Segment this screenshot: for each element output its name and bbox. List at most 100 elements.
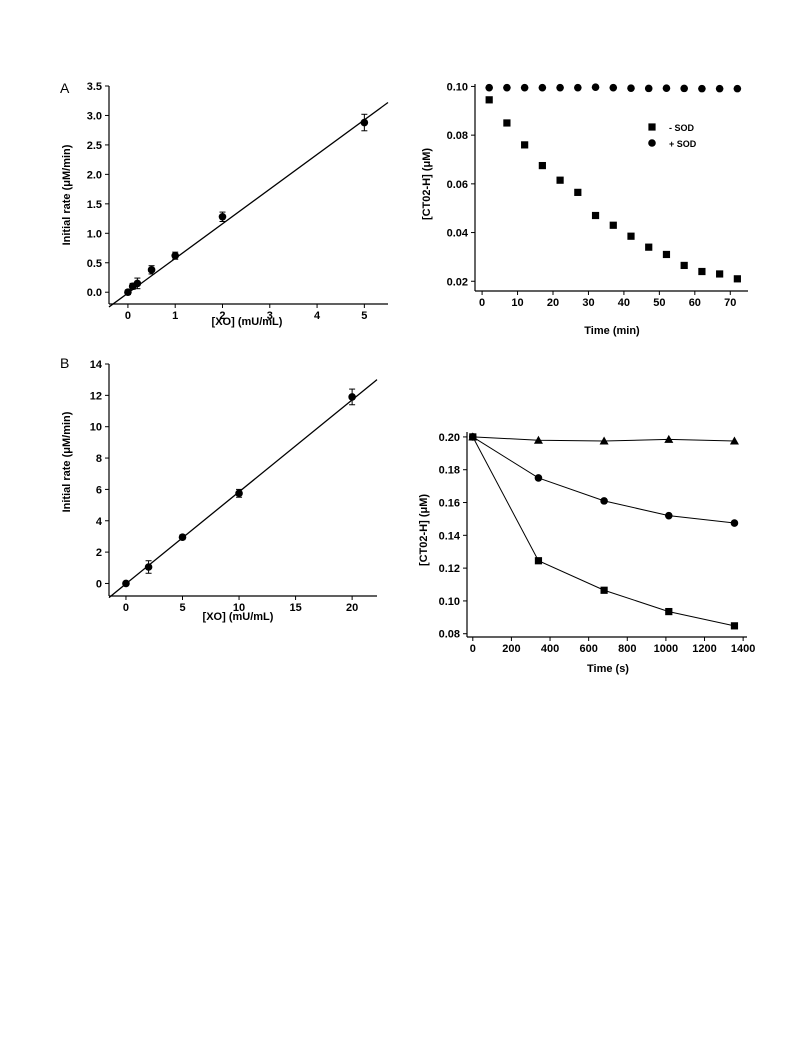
data-point bbox=[574, 83, 582, 92]
y-axis-label: Initial rate (μM/min) bbox=[61, 144, 73, 245]
fit-line bbox=[108, 379, 378, 599]
x-tick-label: 15 bbox=[289, 602, 301, 614]
y-tick-label: 0.14 bbox=[439, 530, 461, 542]
data-point bbox=[538, 83, 547, 92]
x-tick-label: 30 bbox=[582, 297, 594, 309]
data-point bbox=[664, 434, 674, 443]
y-tick-label: 0.5 bbox=[87, 258, 102, 270]
chart-b-left: [XO] (mU/mL) Initial rate (μM/min) 0 5 10 1… bbox=[61, 359, 378, 623]
y-tick-label: 6 bbox=[96, 484, 102, 496]
y-tick-label: 1.5 bbox=[87, 199, 102, 211]
data-point bbox=[521, 141, 529, 149]
data-point bbox=[556, 83, 564, 92]
x-tick-label: 600 bbox=[579, 643, 597, 655]
chart-b-right: Time (s) [CT02-H] (μM) 0 200 400 600 800 1000… bbox=[418, 432, 755, 675]
data-point bbox=[698, 267, 706, 276]
x-tick-label: 5 bbox=[361, 310, 367, 322]
x-tick-label: 0 bbox=[470, 643, 476, 655]
x-tick-label: 1400 bbox=[731, 643, 755, 655]
data-point bbox=[600, 586, 608, 594]
y-axis-label: [CT02-H] (μM) bbox=[421, 148, 433, 220]
data-point bbox=[599, 436, 609, 445]
y-tick-label: 0.20 bbox=[439, 432, 460, 444]
y-tick-label: 2.5 bbox=[87, 140, 102, 152]
panel-label-a: A bbox=[60, 80, 70, 96]
x-tick-label: 20 bbox=[547, 297, 559, 309]
data-point bbox=[503, 83, 511, 92]
x-tick-label: 4 bbox=[314, 310, 321, 322]
data-point bbox=[503, 119, 511, 127]
x-tick-label: 400 bbox=[541, 643, 559, 655]
data-point bbox=[534, 557, 543, 565]
data-point bbox=[716, 270, 724, 278]
data-point bbox=[609, 221, 617, 229]
y-tick-label: 0.10 bbox=[447, 81, 468, 93]
y-tick-label: 10 bbox=[90, 422, 102, 434]
data-point bbox=[609, 83, 618, 92]
y-tick-label: 0.08 bbox=[439, 629, 460, 641]
data-point bbox=[178, 533, 187, 542]
y-tick-label: 3.5 bbox=[87, 81, 102, 93]
data-point bbox=[144, 563, 153, 571]
y-tick-label: 14 bbox=[90, 359, 103, 371]
x-tick-label: 1000 bbox=[654, 643, 678, 655]
panel-label-b: B bbox=[60, 355, 69, 371]
x-tick-label: 200 bbox=[502, 643, 520, 655]
x-tick-label: 40 bbox=[618, 297, 630, 309]
y-tick-label: 1.0 bbox=[87, 228, 102, 240]
y-tick-label: 12 bbox=[90, 390, 102, 402]
x-tick-label: 1200 bbox=[692, 643, 716, 655]
data-point bbox=[600, 497, 608, 505]
data-point bbox=[644, 84, 653, 93]
data-point bbox=[729, 436, 739, 445]
y-tick-label: 0.12 bbox=[439, 563, 460, 575]
data-point bbox=[680, 84, 688, 93]
chart-a-left: [XO] (mU/mL) Initial rate (μM/min) 0 1 2 3 4… bbox=[61, 81, 389, 328]
x-tick-label: 10 bbox=[233, 602, 245, 614]
y-tick-label: 0.18 bbox=[439, 465, 460, 477]
data-point bbox=[715, 84, 724, 93]
y-tick-label: 0.02 bbox=[447, 276, 468, 288]
y-tick-label: 0.0 bbox=[87, 287, 102, 299]
data-point bbox=[556, 176, 564, 184]
y-tick-label: 0.16 bbox=[439, 498, 460, 510]
data-point bbox=[171, 251, 180, 260]
y-tick-label: 0.08 bbox=[447, 130, 468, 142]
data-point bbox=[534, 474, 543, 482]
legend-label-minus-sod: - SOD bbox=[669, 123, 695, 133]
chart-a-right: Time (min) [CT02-H] (μM) - SOD + SOD 0 10… bbox=[421, 81, 748, 337]
data-point bbox=[591, 83, 600, 91]
data-point bbox=[124, 288, 132, 297]
data-point bbox=[627, 232, 635, 240]
x-tick-label: 0 bbox=[479, 297, 485, 309]
x-tick-label: 2 bbox=[219, 310, 225, 322]
data-point bbox=[627, 84, 635, 92]
x-tick-label: 10 bbox=[511, 297, 523, 309]
data-point bbox=[348, 393, 356, 401]
legend-label-plus-sod: + SOD bbox=[669, 139, 697, 149]
y-tick-label: 2.0 bbox=[87, 169, 102, 181]
y-tick-label: 0.04 bbox=[447, 228, 469, 240]
y-tick-label: 0.10 bbox=[439, 596, 460, 608]
x-tick-label: 70 bbox=[724, 297, 736, 309]
y-tick-label: 0 bbox=[96, 578, 102, 590]
y-tick-label: 4 bbox=[96, 516, 103, 528]
data-point bbox=[733, 84, 742, 93]
y-axis-label: [CT02-H] (μM) bbox=[418, 494, 430, 566]
data-point bbox=[591, 211, 600, 220]
data-point bbox=[122, 579, 130, 588]
x-tick-label: 0 bbox=[125, 310, 131, 322]
data-point bbox=[485, 96, 493, 104]
x-axis-label: Time (min) bbox=[584, 325, 640, 337]
x-tick-label: 50 bbox=[653, 297, 665, 309]
data-point bbox=[574, 188, 582, 196]
x-tick-label: 800 bbox=[618, 643, 636, 655]
x-tick-label: 20 bbox=[346, 602, 358, 614]
x-tick-label: 1 bbox=[172, 310, 178, 322]
data-point bbox=[360, 118, 369, 127]
data-point bbox=[698, 84, 706, 93]
legend-marker bbox=[648, 123, 656, 131]
fit-line bbox=[108, 101, 389, 308]
data-point bbox=[662, 250, 671, 259]
